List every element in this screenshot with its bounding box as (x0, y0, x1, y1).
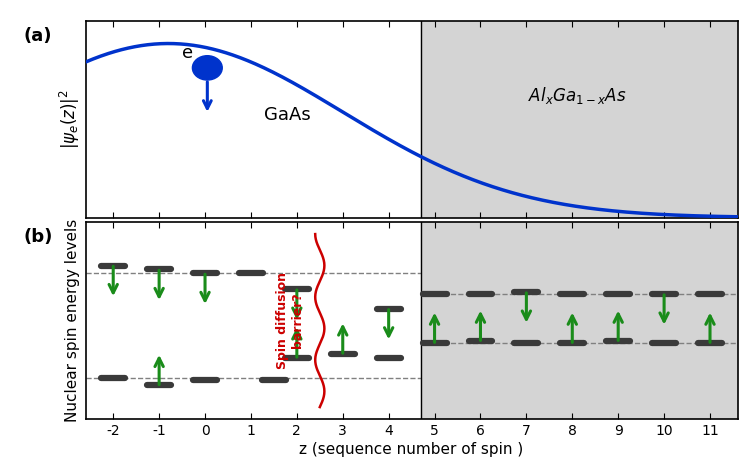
Text: GaAs: GaAs (264, 106, 311, 124)
Bar (86, 222, 421, 419)
Ellipse shape (192, 56, 222, 80)
Text: e: e (182, 44, 193, 63)
X-axis label: z (sequence number of spin ): z (sequence number of spin ) (299, 442, 524, 457)
Bar (421, 222, 738, 419)
Text: (a): (a) (24, 27, 52, 45)
Bar (421, 21, 738, 218)
Text: Al$_x$Ga$_{1-x}$As: Al$_x$Ga$_{1-x}$As (527, 86, 626, 106)
Text: (b): (b) (24, 228, 53, 246)
Bar (86, 21, 421, 218)
Y-axis label: Nuclear spin energy levels: Nuclear spin energy levels (65, 219, 80, 422)
Y-axis label: $|\psi_e(z)|^2$: $|\psi_e(z)|^2$ (57, 89, 81, 149)
Text: Spin diffusion
barrier?: Spin diffusion barrier? (276, 272, 304, 369)
